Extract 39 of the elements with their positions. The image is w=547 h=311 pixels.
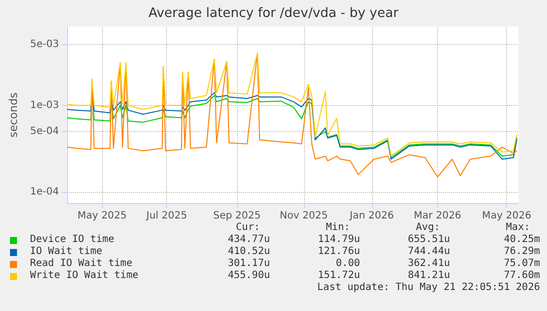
text: Cur: [234, 222, 261, 234]
chart-title: Average latency for /dev/vda - by year [148, 6, 400, 21]
text: Max: [504, 222, 531, 234]
legend-label: Device IO time [30, 234, 116, 246]
text: 114.79u [316, 234, 360, 246]
x-tick-label: May 2026 [482, 210, 532, 222]
y-tick-label: 5e-04 [30, 126, 59, 137]
x-tick-label: May 2025 [77, 210, 127, 222]
text: 76.29m [502, 246, 540, 258]
text: 655.51u [406, 234, 450, 246]
legend-label: Read IO Wait time [30, 258, 134, 270]
y-tick-label: 1e-04 [30, 186, 59, 198]
y-tick-label: 1e-03 [30, 100, 59, 111]
text: Avg: [414, 222, 441, 234]
text: 744.44u [406, 246, 450, 258]
text: 121.76u [316, 246, 360, 258]
x-tick-label: Nov 2025 [280, 210, 328, 222]
x-tick-label: Sep 2025 [213, 210, 261, 222]
y-tick-label: 5e-03 [30, 39, 59, 50]
legend-label: Write IO Wait time [30, 270, 140, 282]
text: 75.07m [502, 258, 540, 270]
x-tick-label: Mar 2026 [414, 210, 462, 222]
text: 841.21u [406, 270, 450, 282]
text: 410.52u [226, 246, 270, 258]
text: 40.25m [502, 234, 540, 246]
line-series [66, 52, 518, 157]
y-axis-title: seconds [7, 92, 20, 138]
legend-label: IO Wait time [30, 246, 104, 258]
text: Last update: Thu May 21 22:05:51 2026 [316, 282, 540, 294]
text: 301.17u [226, 258, 270, 270]
text: 77.60m [502, 270, 540, 282]
text: 434.77u [226, 234, 270, 246]
text: 0.00 [334, 258, 360, 270]
text: 151.72u [316, 270, 360, 282]
x-tick-label: Jan 2026 [348, 210, 394, 222]
x-tick-label: Jul 2025 [145, 210, 188, 222]
text: 455.90u [226, 270, 270, 282]
text: 362.41u [406, 258, 450, 270]
text: Min: [324, 222, 351, 234]
